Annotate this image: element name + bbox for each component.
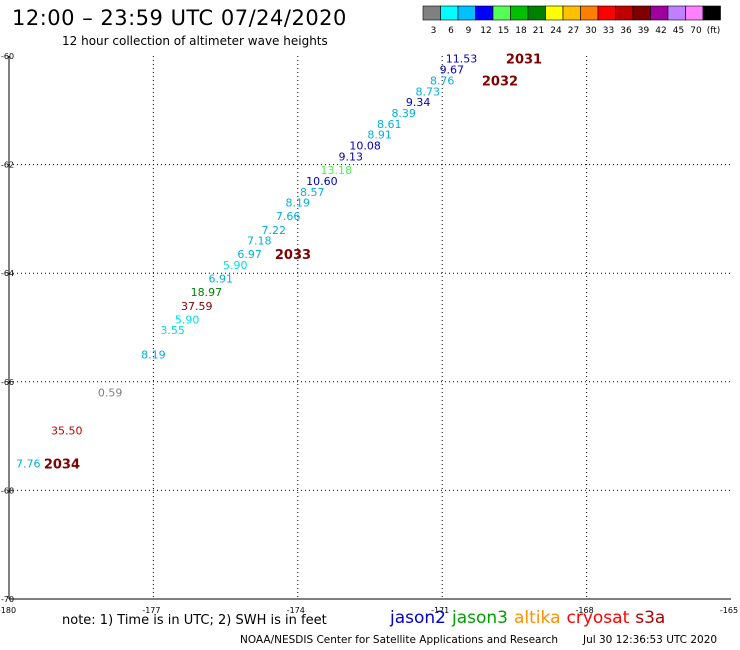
wave-height-label: 7.66 <box>276 210 301 223</box>
utc-time-label: 2034 <box>44 457 80 472</box>
y-tick-label: -68 <box>1 486 14 495</box>
wave-height-label: 11.53 <box>446 53 478 66</box>
wave-height-label: 10.08 <box>349 140 381 153</box>
satellite-legend: jason2 jason3 altika cryosat s3a <box>390 608 671 628</box>
wave-height-label: 8.76 <box>430 74 455 87</box>
wave-height-label: 8.39 <box>391 107 416 120</box>
y-tick-label: -70 <box>1 595 14 604</box>
wave-height-label: 0.59 <box>98 387 123 400</box>
y-tick-label: -66 <box>1 378 14 387</box>
y-tick-label: -62 <box>1 161 14 170</box>
units-note: note: 1) Time is in UTC; 2) SWH is in fe… <box>62 613 327 628</box>
legend-item-jason2: jason2 <box>390 608 446 628</box>
legend-item-s3a: s3a <box>635 608 666 628</box>
wave-height-label: 8.57 <box>300 186 325 199</box>
wave-height-label: 37.59 <box>181 300 213 313</box>
color-scale-label: 70 <box>690 26 702 36</box>
y-tick-label: -64 <box>1 269 14 278</box>
wave-height-label: 9.67 <box>440 64 465 77</box>
wave-height-label: 10.60 <box>306 175 338 188</box>
x-tick-label: -180 <box>0 606 16 615</box>
color-scale-label: 6 <box>448 26 454 36</box>
utc-time-label: 2031 <box>506 53 542 68</box>
legend-item-cryosat: cryosat <box>566 608 630 628</box>
color-scale-label: 12 <box>480 26 491 36</box>
wave-height-label: 5.90 <box>175 313 200 326</box>
wave-height-label: 9.34 <box>406 96 431 109</box>
color-scale-label: 18 <box>515 26 527 36</box>
color-scale-label: 21 <box>533 26 544 36</box>
color-scale-legend: 3 6 9 12 15 18 21 24 27 30 33 36 39 42 45 70 (ft) <box>422 5 721 36</box>
chart-title: 12:00 – 23:59 UTC 07/24/2020 <box>12 6 347 30</box>
color-scale-label: 36 <box>620 26 632 36</box>
wave-height-label: 35.50 <box>51 425 83 438</box>
color-scale-label: 39 <box>638 26 650 36</box>
legend-item-altika: altika <box>514 608 561 628</box>
legend-item-jason3: jason3 <box>452 608 508 628</box>
utc-time-label: 2032 <box>482 74 518 89</box>
generated-timestamp: Jul 30 12:36:53 UTC 2020 <box>583 634 718 646</box>
color-scale-label: 42 <box>655 26 666 36</box>
wave-height-label: 6.91 <box>209 273 234 286</box>
x-tick-label: -165 <box>720 606 738 615</box>
color-scale-label: 33 <box>603 26 614 36</box>
color-scale-label: 30 <box>585 26 597 36</box>
wave-height-label: 5.90 <box>223 259 248 272</box>
wave-height-label: 7.76 <box>16 457 41 470</box>
x-tick-label: -177 <box>142 606 160 615</box>
wave-height-label: 13.18 <box>321 164 353 177</box>
wave-height-label: 8.19 <box>286 197 311 210</box>
x-tick-label: -171 <box>431 606 449 615</box>
credit-text: NOAA/NESDIS Center for Satellite Applica… <box>240 634 558 646</box>
y-tick-label: -60 <box>1 52 14 61</box>
color-scale-label: (ft) <box>707 26 721 36</box>
wave-height-label: 8.61 <box>377 118 402 131</box>
wave-height-label: 9.13 <box>338 150 363 163</box>
color-scale-label: 45 <box>673 26 684 36</box>
color-scale-label: 3 <box>431 26 437 36</box>
wave-height-label: 7.18 <box>247 235 272 248</box>
color-scale-label: 24 <box>550 26 562 36</box>
color-scale-label: 27 <box>568 26 579 36</box>
chart-subtitle: 12 hour collection of altimeter wave hei… <box>62 34 328 48</box>
wave-height-label: 7.22 <box>261 224 286 237</box>
color-swatch <box>702 5 721 21</box>
wave-height-label: 18.97 <box>191 286 223 299</box>
wave-height-label: 3.55 <box>160 324 185 337</box>
wave-height-label: 6.97 <box>237 248 262 261</box>
wave-height-label: 8.19 <box>141 349 166 362</box>
x-tick-label: -174 <box>287 606 305 615</box>
wave-height-label: 8.91 <box>367 129 392 142</box>
utc-time-label: 2033 <box>275 248 311 263</box>
color-scale-label: 9 <box>466 26 472 36</box>
color-scale-label: 15 <box>498 26 509 36</box>
wave-height-label: 8.73 <box>416 85 441 98</box>
x-tick-label: -168 <box>576 606 594 615</box>
